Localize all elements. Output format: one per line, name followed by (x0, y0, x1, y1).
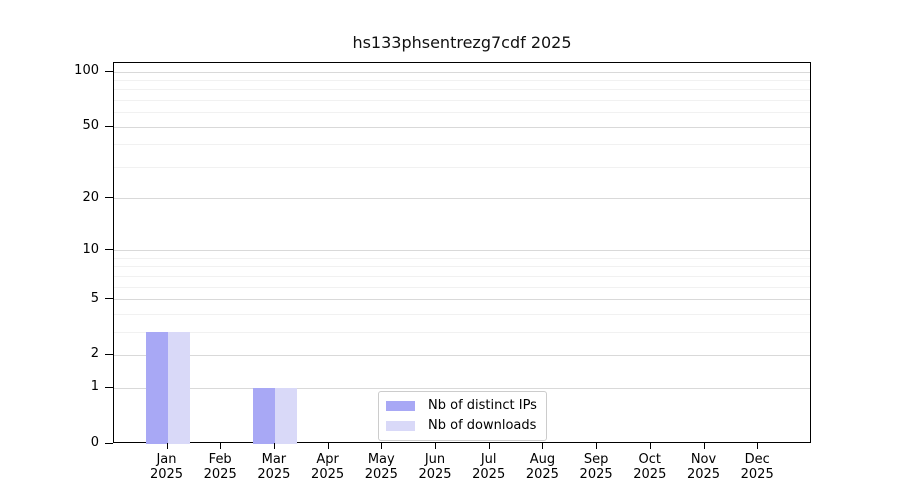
gridline-major (114, 72, 810, 73)
x-axis-tick (596, 443, 598, 449)
y-tick-label: 1 (90, 379, 99, 394)
legend-entry-downloads: Nb of downloads (386, 418, 537, 434)
y-axis-tick (105, 126, 113, 127)
gridline-major (114, 355, 810, 356)
x-axis-tick (381, 443, 383, 449)
x-tick-month: Nov (690, 452, 717, 467)
x-tick-month: Jul (480, 452, 497, 467)
x-tick-month: Jan (156, 452, 177, 467)
x-axis-tick (757, 443, 759, 449)
gridline-major (114, 127, 810, 128)
x-tick-year: 2025 (149, 467, 184, 482)
gridline-minor (114, 167, 810, 168)
x-tick-label-feb: Feb 2025 (188, 452, 252, 482)
y-tick-label: 50 (82, 118, 99, 133)
x-tick-year: 2025 (418, 467, 452, 482)
y-tick-label: 10 (82, 242, 99, 257)
x-tick-year: 2025 (257, 467, 291, 482)
x-tick-label-jun: Jun 2025 (403, 452, 467, 482)
y-tick-label: 20 (82, 190, 99, 205)
bar-jan-distinct-ips (145, 332, 168, 444)
y-axis-tick (105, 249, 113, 250)
x-axis-tick (327, 443, 329, 449)
plot-area (113, 62, 811, 444)
x-tick-month: Feb (208, 452, 232, 467)
x-axis-tick (649, 443, 651, 449)
x-axis-tick (220, 443, 222, 449)
gridline-minor (114, 314, 810, 315)
x-tick-label-jan: Jan 2025 (135, 452, 199, 482)
y-axis-tick (105, 354, 113, 355)
legend-label-distinct-ips: Nb of distinct IPs (428, 398, 537, 413)
y-tick-label: 5 (90, 291, 99, 306)
legend: Nb of distinct IPs Nb of downloads (378, 391, 547, 441)
gridline-minor (114, 276, 810, 277)
x-tick-label-oct: Oct 2025 (618, 452, 682, 482)
x-tick-month: May (367, 452, 395, 467)
x-tick-month: Dec (744, 452, 770, 467)
gridline-minor (114, 100, 810, 101)
x-tick-year: 2025 (311, 467, 345, 482)
y-tick-label: 100 (74, 63, 99, 78)
gridline-major (114, 250, 810, 251)
x-axis-tick (703, 443, 705, 449)
y-axis-tick (105, 443, 113, 444)
y-axis-tick (105, 197, 113, 198)
x-axis-tick (542, 443, 544, 449)
x-tick-year: 2025 (203, 467, 237, 482)
x-tick-label-dec: Dec 2025 (725, 452, 789, 482)
gridline-minor (114, 144, 810, 145)
x-axis-tick (166, 443, 168, 449)
x-tick-year: 2025 (579, 467, 613, 482)
x-tick-year: 2025 (472, 467, 506, 482)
y-tick-label: 2 (90, 346, 99, 361)
x-tick-label-may: May 2025 (349, 452, 413, 482)
gridline-minor (114, 80, 810, 81)
x-tick-year: 2025 (740, 467, 774, 482)
x-tick-label-apr: Apr 2025 (296, 452, 360, 482)
chart-title: hs133phsentrezg7cdf 2025 (352, 33, 572, 52)
bar-jan-downloads (167, 332, 190, 444)
gridline-minor (114, 287, 810, 288)
x-tick-label-nov: Nov 2025 (672, 452, 736, 482)
y-axis-tick (105, 71, 113, 72)
x-tick-month: Sep (583, 452, 609, 467)
x-tick-label-jul: Jul 2025 (457, 452, 521, 482)
gridline-minor (114, 112, 810, 113)
x-tick-label-aug: Aug 2025 (510, 452, 574, 482)
x-axis-tick (488, 443, 490, 449)
x-tick-month: Jun (424, 452, 446, 467)
x-tick-month: Apr (316, 452, 339, 467)
gridline-minor (114, 266, 810, 267)
x-axis-tick (435, 443, 436, 449)
x-tick-year: 2025 (633, 467, 667, 482)
gridline-minor (114, 332, 810, 333)
x-tick-label-mar: Mar 2025 (242, 452, 306, 482)
legend-entry-distinct-ips: Nb of distinct IPs (386, 398, 537, 414)
x-tick-month: Oct (638, 452, 662, 467)
gridline-major (114, 388, 810, 389)
x-tick-year: 2025 (686, 467, 721, 482)
y-axis-tick (105, 387, 113, 388)
bar-mar-downloads (274, 388, 297, 444)
x-tick-label-sep: Sep 2025 (564, 452, 628, 482)
gridline-minor (114, 89, 810, 90)
legend-label-downloads: Nb of downloads (428, 418, 537, 433)
x-axis-tick (273, 443, 275, 449)
x-tick-year: 2025 (525, 467, 559, 482)
x-tick-month: Mar (261, 452, 287, 467)
legend-swatch-downloads (386, 421, 415, 431)
bar-mar-distinct-ips (252, 388, 275, 444)
x-tick-year: 2025 (364, 467, 398, 482)
gridline-major (114, 299, 810, 300)
y-tick-label: 0 (90, 435, 99, 450)
y-axis-tick (105, 298, 113, 299)
x-tick-month: Aug (529, 452, 556, 467)
gridline-minor (114, 258, 810, 259)
gridline-major (114, 198, 810, 199)
legend-swatch-distinct-ips (386, 401, 415, 411)
